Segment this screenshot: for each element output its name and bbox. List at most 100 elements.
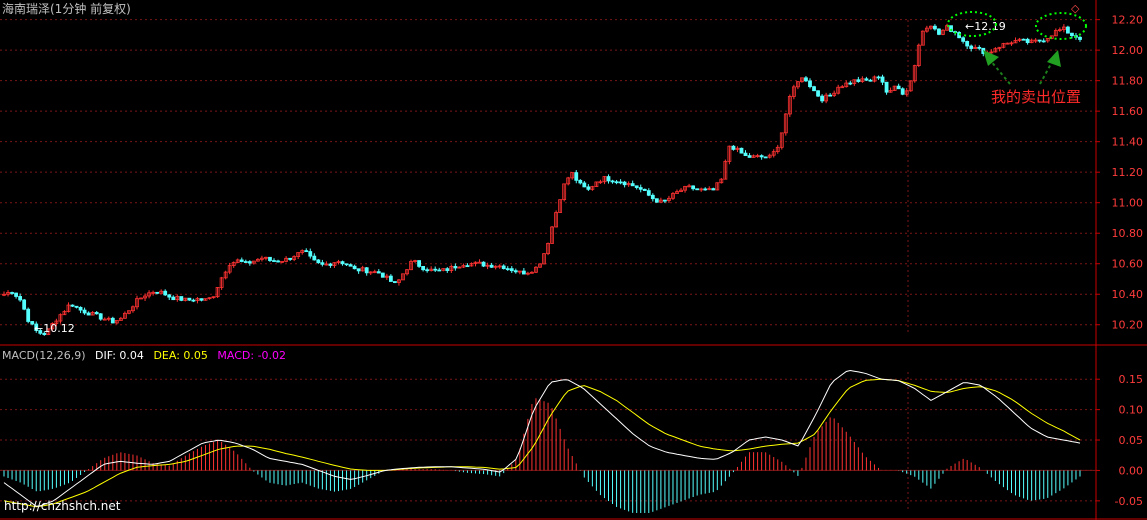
candle-up [219,277,224,288]
candle-up [989,51,994,54]
candle-down [695,188,700,191]
candle-up [775,146,780,153]
candle-up [755,155,760,158]
candle-up [1005,42,1010,45]
candle-up [723,160,728,180]
candle-up [477,261,482,264]
candle-up [139,297,143,300]
sell-arrow-line [989,59,1011,85]
candle-down [582,182,587,188]
candle-up [699,188,704,191]
candle-up [779,132,784,148]
candlestick-series [2,23,1082,336]
candle-down [340,261,345,265]
candle-up [973,46,978,49]
candle-up [530,271,534,274]
candle-up [888,90,893,93]
dea-line [3,378,1081,508]
candle-up [542,253,546,265]
candle-down [489,264,494,268]
candle-up [296,252,301,257]
candle-down [856,79,861,82]
candle-up [175,296,180,301]
candle-down [876,76,881,79]
sell-arrow-line [1039,61,1053,85]
candle-up [904,90,909,95]
price-tick-label: 11.00 [1112,197,1144,210]
candle-up [2,293,6,296]
candle-up [546,242,550,255]
candle-down [445,268,450,272]
candle-down [816,90,820,97]
candle-up [260,257,264,260]
price-tick-label: 10.80 [1112,227,1144,240]
candle-down [513,270,518,273]
candle-up [1029,39,1034,44]
macd-dea: DEA: 0.05 [153,349,208,362]
candle-down [14,292,18,297]
candle-up [658,199,663,203]
candle-down [977,46,982,49]
candle-up [284,257,288,262]
candle-up [550,226,554,244]
candle-up [517,270,522,273]
candle-up [280,260,284,263]
candle-up [127,310,131,314]
candle-down [388,275,393,282]
candle-up [687,185,691,188]
candle-down [191,299,196,302]
candle-down [356,268,361,272]
candle-down [711,188,716,191]
candle-up [360,267,365,272]
price-tick-label: 12.00 [1112,44,1144,57]
candle-up [58,314,63,322]
candle-up [945,25,949,31]
candle-up [598,181,603,184]
candle-up [840,86,845,89]
candle-up [671,193,675,199]
candle-up [300,250,305,253]
candle-up [102,318,107,321]
macd-tick-label: -0.05 [1115,495,1143,508]
candle-down [965,40,970,47]
candle-up [916,44,921,67]
candle-down [78,306,83,311]
diamond-icon[interactable]: ◇ [1071,2,1080,15]
candle-up [235,259,240,263]
candle-up [231,262,236,267]
candle-up [159,290,164,294]
annotation-overlay: ←12.19 ←10.12 [34,11,1087,335]
candle-up [908,80,913,92]
candle-down [30,321,35,325]
candle-up [602,176,607,183]
candle-up [493,265,498,268]
price-tick-label: 11.40 [1112,136,1144,149]
candle-up [562,183,567,201]
candle-up [719,178,724,184]
candle-down [654,198,659,203]
candle-down [900,88,905,95]
candle-down [808,80,812,88]
candle-up [401,273,405,281]
candle-up [255,258,260,262]
candle-up [409,261,413,271]
candle-down [380,272,385,278]
candle-down [155,291,160,294]
candle-up [215,287,220,298]
candle-up [90,312,95,316]
candle-down [344,263,349,266]
price-tick-label: 11.20 [1112,166,1144,179]
candle-down [969,45,974,49]
candle-down [110,317,115,324]
candle-down [1025,38,1030,44]
candle-down [417,260,421,267]
candle-down [308,251,313,257]
candle-down [38,330,43,334]
candle-down [646,190,651,196]
candle-down [933,25,937,30]
candle-up [457,266,462,269]
candle-up [122,312,127,319]
candle-down [630,183,635,187]
